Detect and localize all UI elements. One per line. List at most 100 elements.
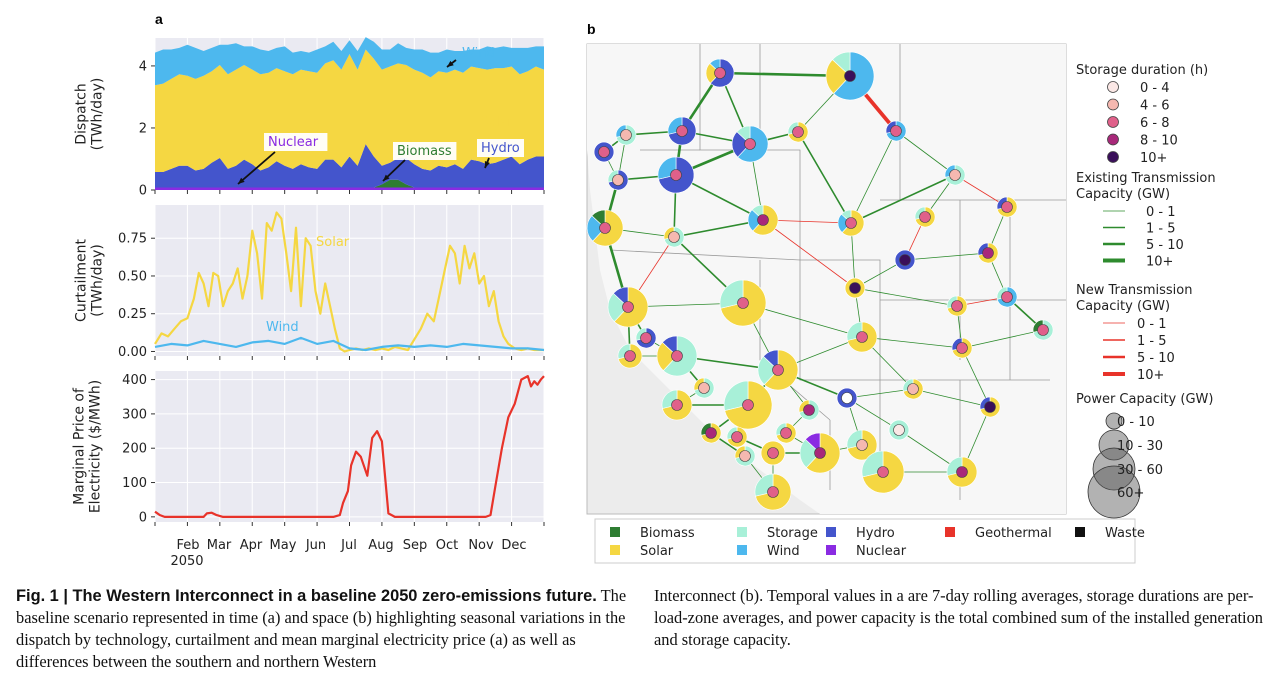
new-legend-title: Capacity (GW) xyxy=(1076,299,1170,314)
node-pie-slice xyxy=(762,349,779,371)
x-tick-label: Oct xyxy=(436,538,458,553)
y-axis-label-line: Dispatch xyxy=(74,83,90,145)
new-legend-label: 0 - 1 xyxy=(1137,317,1167,332)
node-storage-dot xyxy=(676,125,688,137)
node-storage-dot xyxy=(767,447,779,459)
legend-label-solar: Solar xyxy=(640,544,674,559)
node-storage-dot xyxy=(792,126,804,138)
storage-legend-label: 6 - 8 xyxy=(1140,116,1170,131)
power-legend-circle xyxy=(1098,429,1130,461)
storage-legend-dot xyxy=(1107,98,1119,111)
caption-right: Interconnect (b). Temporal values in a a… xyxy=(654,585,1266,651)
annotation-hydro: Hydro xyxy=(481,141,520,156)
annotation-bg xyxy=(264,133,328,151)
node-pie-slice xyxy=(825,59,851,94)
node-storage-dot xyxy=(698,382,710,394)
legend-swatch-wind xyxy=(737,545,747,555)
power-legend-circle xyxy=(1087,465,1141,519)
node-storage-dot xyxy=(984,401,996,413)
existing-legend-label: 1 - 5 xyxy=(1146,222,1176,237)
node-storage-dot xyxy=(714,67,726,79)
node-storage-dot xyxy=(893,424,905,436)
legend-label-waste: Waste xyxy=(1105,526,1145,541)
node-storage-dot xyxy=(814,447,826,459)
node-storage-dot xyxy=(612,174,624,186)
x-tick-label: 2050 xyxy=(170,554,203,569)
legend-swatch-nuclear xyxy=(826,545,836,555)
price-chart: 0 100 200 300 400 Marginal Price ofElectricit… xyxy=(72,371,545,569)
load-zone-nodes xyxy=(586,51,1054,511)
existing-line xyxy=(850,130,897,224)
node-storage-dot xyxy=(856,439,868,451)
node-storage-dot xyxy=(744,138,756,150)
node-storage-dot xyxy=(951,300,963,312)
new-legend-label: 10+ xyxy=(1137,368,1164,383)
power-legend-label: 0 - 10 xyxy=(1117,415,1155,430)
y-tick-label: 100 xyxy=(122,476,147,491)
y-axis-label-line: Curtailment xyxy=(74,239,90,322)
x-tick-label: Sep xyxy=(403,538,428,553)
state-border xyxy=(609,249,881,380)
figure: a b 024Dispatch(TWh/day)WindSolarNuclear… xyxy=(72,11,1216,569)
existing-line xyxy=(846,388,914,399)
node-storage-dot xyxy=(772,364,784,376)
node-storage-dot xyxy=(668,231,680,243)
power-legend-circle xyxy=(1105,412,1123,430)
legend-swatch-storage xyxy=(737,527,747,537)
annotation-wind: Wind xyxy=(462,46,495,61)
existing-line xyxy=(895,130,956,176)
storage-legend-dot xyxy=(1107,116,1119,128)
node-pie-slice xyxy=(832,51,851,77)
legend-swatch-hydro xyxy=(826,527,836,537)
y-tick-label: 0.00 xyxy=(118,345,147,360)
legend-swatch-waste xyxy=(1075,527,1085,537)
y-tick-label: 200 xyxy=(122,442,147,457)
annotation-arrow xyxy=(237,151,276,185)
technology-legend-box xyxy=(594,518,1136,564)
existing-legend-title: Capacity (GW) xyxy=(1076,187,1170,202)
node-storage-dot xyxy=(705,427,717,439)
power-legend-circle xyxy=(1092,447,1136,491)
western-interconnect-map xyxy=(586,43,1067,515)
legend-swatch-geothermal xyxy=(945,527,955,537)
x-tick-label: Jul xyxy=(340,538,357,553)
annotation-arrowhead xyxy=(238,177,245,184)
node-storage-dot xyxy=(620,129,632,141)
new-legend-label: 5 - 10 xyxy=(1137,351,1175,366)
legend-label-biomass: Biomass xyxy=(640,526,695,541)
storage-legend-dot xyxy=(1107,133,1119,146)
storage-legend-label: 4 - 6 xyxy=(1140,99,1170,114)
map-side-legend: Storage duration (h) 0 - 4 4 - 6 6 - 8 8 - 1… xyxy=(1076,63,1216,519)
y-tick-label: 0 xyxy=(139,510,147,525)
node-storage-dot xyxy=(919,211,931,223)
area-wind xyxy=(155,37,544,86)
x-tick-label: Apr xyxy=(240,538,263,553)
node-storage-dot xyxy=(956,466,968,478)
annotation-bg xyxy=(477,139,524,157)
node-storage-dot xyxy=(640,332,652,344)
area-solar xyxy=(155,49,544,172)
x-tick-label: Jun xyxy=(305,538,326,553)
node-storage-dot xyxy=(757,214,769,226)
legend-label-wind: Wind xyxy=(767,544,800,559)
annotation-nuclear: Nuclear xyxy=(268,135,319,150)
node-storage-dot xyxy=(899,254,911,266)
caption-left-text: The baseline scenario represented in tim… xyxy=(16,586,627,671)
node-storage-dot xyxy=(956,342,968,354)
node-pie-slice xyxy=(719,279,744,309)
node-storage-dot xyxy=(739,450,751,462)
y-axis-label-line: (TWh/day) xyxy=(90,244,106,317)
curtailment-chart: 0.00 0.25 0.50 0.75 Curtailment(TWh/day) Sola… xyxy=(74,205,545,360)
y-axis-label-line: Marginal Price of xyxy=(72,387,88,505)
panel-b-letter: b xyxy=(587,21,596,37)
area-nuclear xyxy=(155,187,544,190)
storage-legend-label: 8 - 10 xyxy=(1140,134,1178,149)
existing-legend-label: 0 - 1 xyxy=(1146,205,1176,220)
legend-label-hydro: Hydro xyxy=(856,526,895,541)
x-tick-label: Aug xyxy=(368,538,393,553)
annotation-arrowhead xyxy=(484,161,490,168)
existing-line xyxy=(912,388,991,408)
y-tick-label: 0 xyxy=(139,184,147,199)
node-storage-dot xyxy=(845,217,857,229)
node-storage-dot xyxy=(803,404,815,416)
